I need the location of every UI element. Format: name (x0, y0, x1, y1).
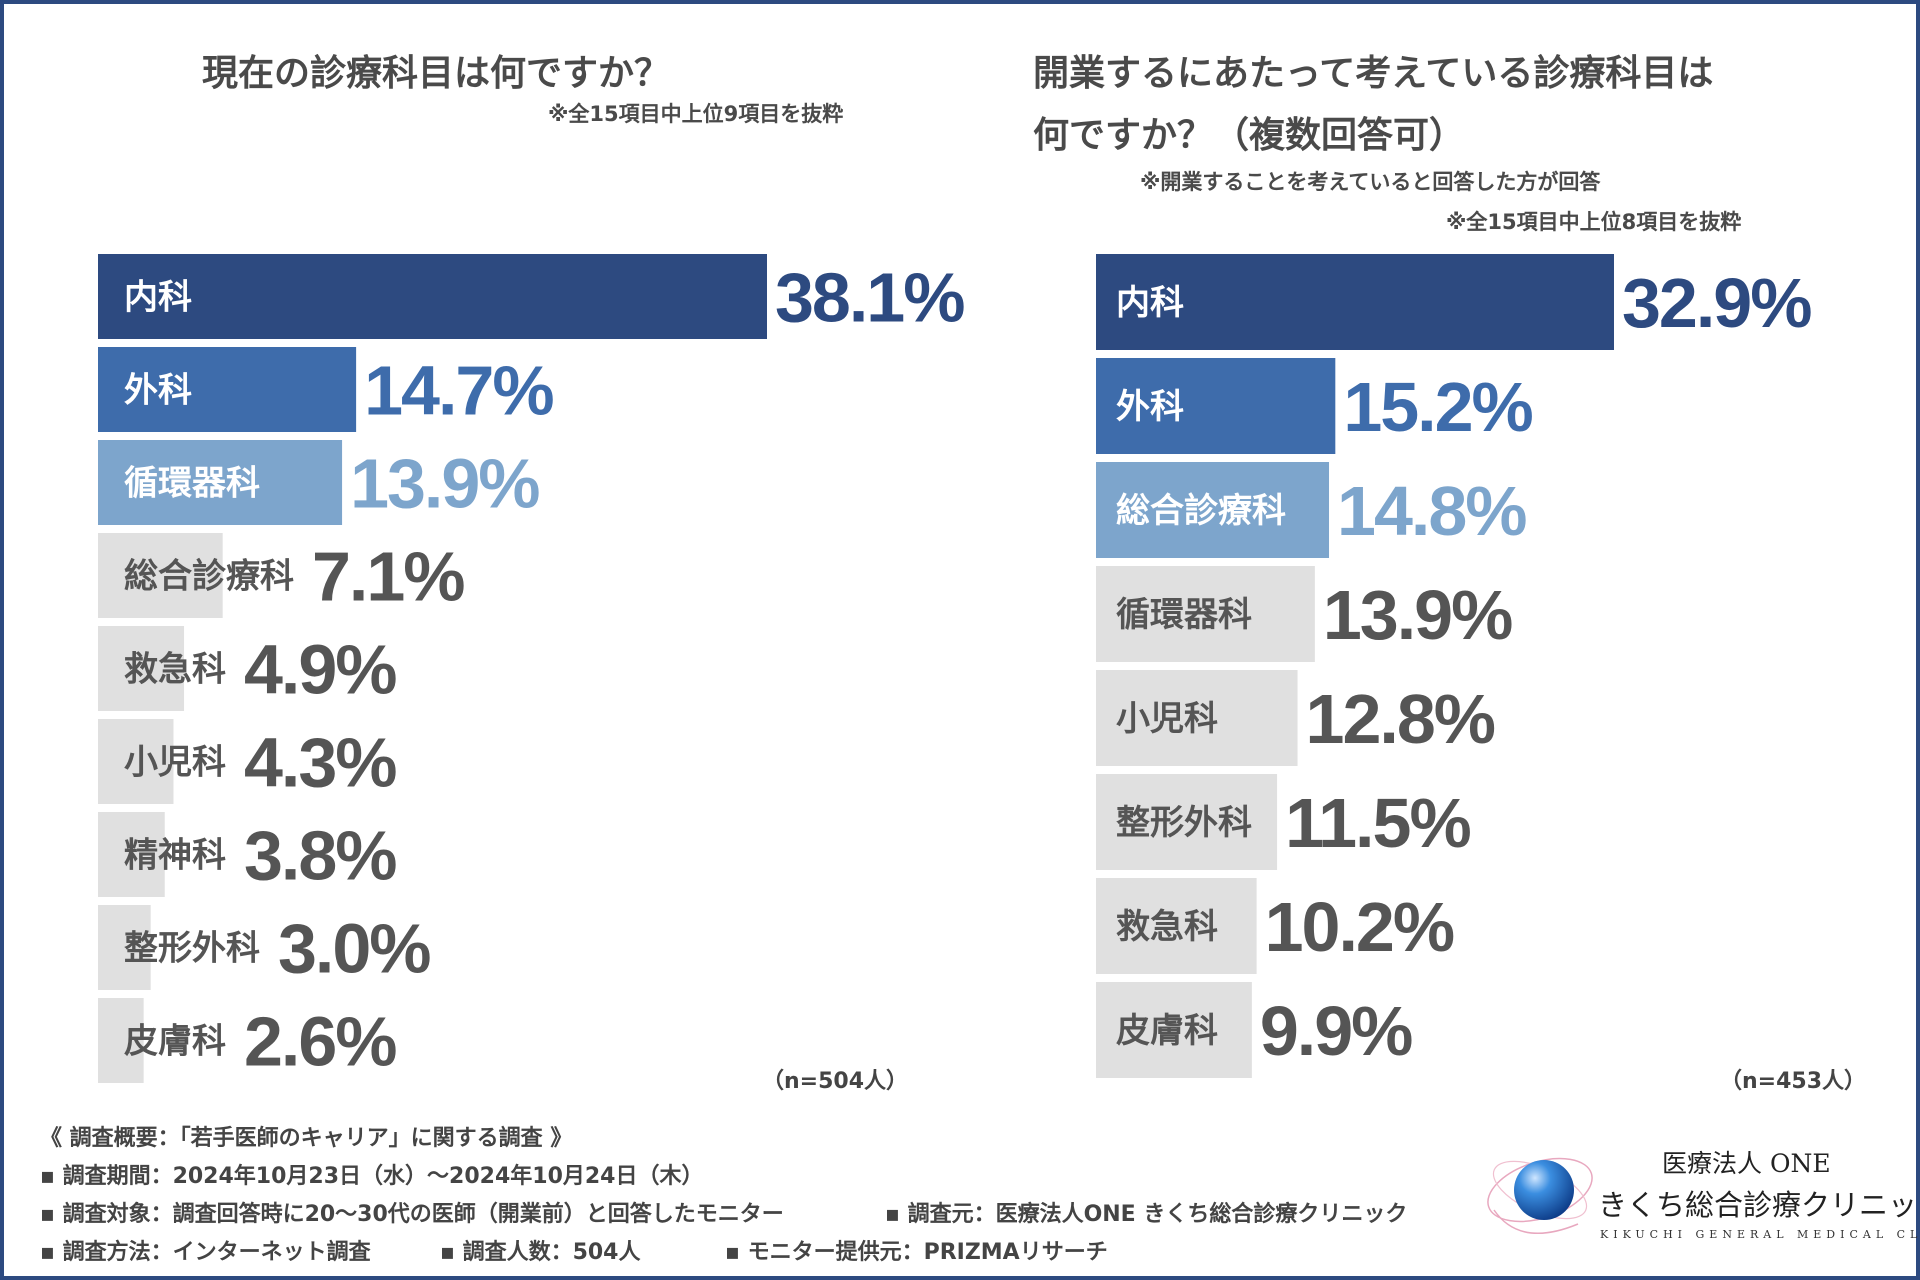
bar-4 (1096, 566, 1315, 662)
bar-category-label: 精神科 (124, 836, 226, 876)
survey-method: ▪ 調査方法：インターネット調査 (40, 1240, 371, 1265)
bar-value-label: 9.9% (1260, 992, 1412, 1070)
bar-value-label: 4.3% (244, 724, 396, 802)
bar-category-label: 整形外科 (1116, 803, 1252, 843)
bar-value-label: 11.5% (1285, 784, 1470, 862)
bar-category-label: 小児科 (1116, 699, 1218, 739)
bar-3 (98, 440, 343, 525)
bar-value-label: 32.9% (1622, 264, 1811, 342)
bar-value-label: 15.2% (1343, 368, 1532, 446)
bar-category-label: 循環器科 (1116, 595, 1252, 635)
bar-category-label: 総合診療科 (124, 557, 294, 597)
bar-6 (98, 719, 174, 804)
bar-8 (1096, 982, 1252, 1078)
left-chart-note: ※全15項目中上位9項目を抜粋 (548, 102, 844, 126)
logo-english-name: KIKUCHI GENERAL MEDICAL CLINIC (1600, 1228, 1920, 1241)
left-bar-chart: 内科 38.1% 外科 14.7% 循環器科 13.9% 総合診療科 7.1% 救急科 4.9% 小… (98, 254, 966, 1083)
monitor-provider: ▪ モニター提供元：PRIZMAリサーチ (725, 1240, 1108, 1265)
bar-4 (98, 533, 223, 618)
bar-category-label: 外科 (1116, 387, 1184, 427)
right-chart-note1: ※開業することを考えていると回答した方が回答 (1140, 170, 1601, 194)
bar-5 (98, 626, 185, 711)
bar-8 (98, 905, 151, 990)
bar-category-label: 皮膚科 (124, 1022, 226, 1062)
bar-category-label: 小児科 (124, 743, 226, 783)
bar-category-label: 整形外科 (124, 929, 260, 969)
bar-3 (1096, 462, 1330, 558)
bar-value-label: 4.9% (244, 631, 396, 709)
bar-category-label: 総合診療科 (1116, 491, 1286, 531)
bar-category-label: 救急科 (1116, 907, 1218, 947)
bar-2 (1096, 358, 1336, 454)
bar-1 (1096, 254, 1614, 350)
bar-value-label: 38.1% (775, 259, 964, 337)
left-chart-title: 現在の診療科目は何ですか？ (202, 53, 671, 94)
bar-value-label: 10.2% (1265, 888, 1454, 966)
overview-heading: 《 調査概要：「若手医師のキャリア」に関する調査 》 (40, 1126, 573, 1151)
left-sample-size: （n=504人） (762, 1069, 909, 1094)
bar-value-label: 14.7% (364, 352, 553, 430)
right-chart-title-line2: 何ですか？（複数回答可） (1033, 115, 1466, 156)
right-bar-chart: 内科 32.9% 外科 15.2% 総合診療科 14.8% 循環器科 13.9% 小児科 12.8… (1096, 254, 1813, 1078)
right-chart-title-line1: 開業するにあたって考えている診療科目は (1033, 53, 1714, 94)
clinic-globe-icon (1487, 1157, 1593, 1235)
bar-category-label: 皮膚科 (1116, 1011, 1218, 1051)
bar-5 (1096, 670, 1298, 766)
bar-2 (98, 347, 357, 432)
right-sample-size: （n=453人） (1720, 1069, 1867, 1094)
survey-target: ▪ 調査対象：調査回答時に20～30代の医師（開業前）と回答したモニター (40, 1202, 784, 1227)
bar-category-label: 内科 (1116, 283, 1184, 323)
bar-value-label: 12.8% (1306, 680, 1495, 758)
bar-category-label: 外科 (124, 371, 192, 411)
bar-category-label: 内科 (124, 278, 192, 318)
bar-7 (98, 812, 165, 897)
bar-value-label: 3.0% (278, 910, 430, 988)
bar-value-label: 2.6% (244, 1003, 396, 1081)
bar-category-label: 循環器科 (124, 464, 260, 504)
survey-overview: 《 調査概要：「若手医師のキャリア」に関する調査 》 ▪ 調査期間：2024年1… (40, 1120, 1407, 1272)
bar-value-label: 14.8% (1337, 472, 1526, 550)
survey-count: ▪ 調査人数：504人 (440, 1240, 641, 1265)
clinic-logo: 医療法人 ONE きくち総合診療クリニック KIKUCHI GENERAL ME… (1480, 1140, 1920, 1260)
bar-9 (98, 998, 144, 1083)
bar-1 (98, 254, 767, 339)
bar-value-label: 13.9% (350, 445, 539, 523)
right-chart-note2: ※全15項目中上位8項目を抜粋 (1446, 210, 1742, 234)
bar-category-label: 救急科 (124, 650, 226, 690)
survey-source: ▪ 調査元：医療法人ONE きくち総合診療クリニック (885, 1202, 1408, 1227)
bar-value-label: 7.1% (312, 538, 464, 616)
logo-corp-name: 医療法人 ONE (1662, 1149, 1831, 1178)
survey-period: ▪ 調査期間：2024年10月23日（水）～2024年10月24日（木） (40, 1164, 704, 1189)
bar-7 (1096, 878, 1257, 974)
bar-value-label: 13.9% (1323, 576, 1512, 654)
logo-clinic-name: きくち総合診療クリニック (1598, 1188, 1920, 1222)
bar-value-label: 3.8% (244, 817, 396, 895)
bar-6 (1096, 774, 1278, 870)
